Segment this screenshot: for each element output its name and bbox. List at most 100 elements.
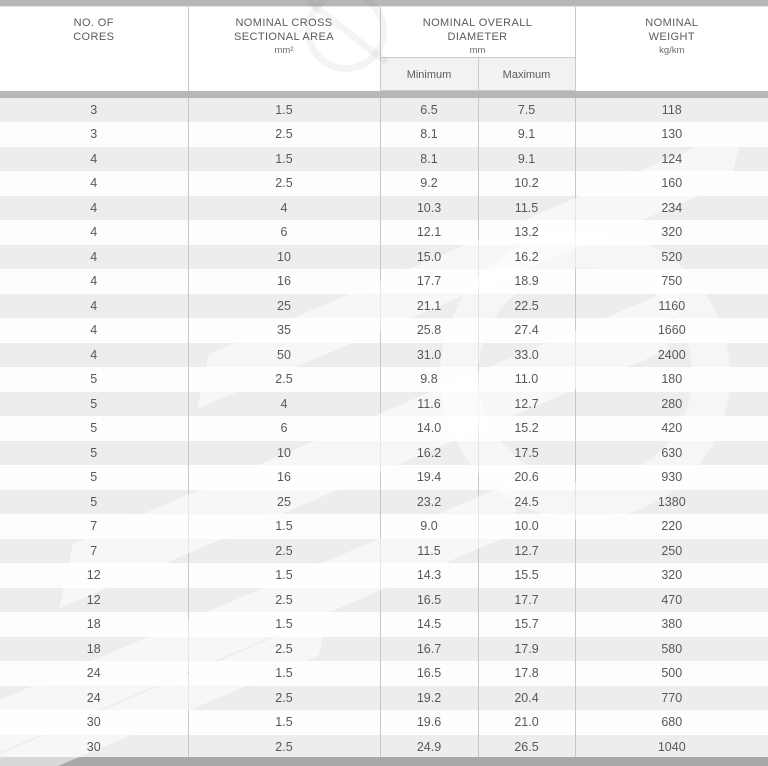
table-row: 5 10 16.2 17.5 630 (0, 440, 768, 465)
cell-weight: 320 (575, 563, 768, 588)
cell-min-diameter: 6.5 (380, 97, 479, 122)
table-body: 3 1.5 6.5 7.5 118 3 2.5 8.1 9.1 130 4 1.5 8.1 9.1 124 4… (0, 97, 768, 759)
cell-area: 2.5 (188, 587, 381, 612)
cell-min-diameter: 9.2 (380, 171, 479, 196)
cell-area: 2.5 (188, 171, 381, 196)
cell-weight: 250 (575, 538, 768, 563)
cell-weight: 1660 (575, 318, 768, 343)
cell-area: 25 (188, 489, 381, 514)
cell-min-diameter: 8.1 (380, 122, 479, 147)
header-row-main: NO. OF CORES NOMINAL CROSS SECTIONAL ARE… (0, 7, 768, 91)
table-row: 4 10 15.0 16.2 520 (0, 244, 768, 269)
cell-weight: 380 (575, 612, 768, 637)
cell-min-diameter: 11.6 (380, 391, 479, 416)
cell-min-diameter: 8.1 (380, 146, 479, 171)
cell-cores: 4 (0, 171, 189, 196)
header-cores-line1: NO. OF (73, 17, 114, 29)
cell-cores: 4 (0, 269, 189, 294)
cell-min-diameter: 9.0 (380, 514, 479, 539)
cell-weight: 118 (575, 97, 768, 122)
cell-min-diameter: 17.7 (380, 269, 479, 294)
cell-area: 2.5 (188, 636, 381, 661)
subheader-maximum-label: Maximum (502, 69, 551, 81)
cell-cores: 18 (0, 612, 189, 637)
cell-weight: 124 (575, 146, 768, 171)
cell-max-diameter: 7.5 (478, 97, 576, 122)
cell-min-diameter: 11.5 (380, 538, 479, 563)
cell-cores: 24 (0, 685, 189, 710)
header-separator-bar (0, 90, 768, 98)
cell-weight: 420 (575, 416, 768, 441)
header-weight-line1: NOMINAL (645, 17, 699, 29)
cell-min-diameter: 16.2 (380, 440, 479, 465)
top-divider-bar (0, 0, 768, 7)
table-row: 7 1.5 9.0 10.0 220 (0, 514, 768, 539)
cell-max-diameter: 21.0 (478, 710, 576, 735)
cell-cores: 4 (0, 220, 189, 245)
table-row: 4 2.5 9.2 10.2 160 (0, 171, 768, 196)
cell-min-diameter: 12.1 (380, 220, 479, 245)
cell-cores: 4 (0, 195, 189, 220)
cell-max-diameter: 24.5 (478, 489, 576, 514)
cell-cores: 12 (0, 587, 189, 612)
cell-min-diameter: 31.0 (380, 342, 479, 367)
cell-area: 1.5 (188, 710, 381, 735)
cell-weight: 500 (575, 661, 768, 686)
cell-cores: 5 (0, 465, 189, 490)
cell-max-diameter: 18.9 (478, 269, 576, 294)
cell-min-diameter: 14.5 (380, 612, 479, 637)
header-area-line1: NOMINAL CROSS (235, 17, 333, 29)
cell-cores: 4 (0, 146, 189, 171)
cell-max-diameter: 27.4 (478, 318, 576, 343)
cell-weight: 130 (575, 122, 768, 147)
cell-max-diameter: 17.7 (478, 587, 576, 612)
cell-min-diameter: 25.8 (380, 318, 479, 343)
cell-area: 6 (188, 220, 381, 245)
table-row: 4 4 10.3 11.5 234 (0, 195, 768, 220)
subheader-minimum: Minimum (379, 57, 479, 91)
cell-area: 1.5 (188, 612, 381, 637)
table-row: 4 35 25.8 27.4 1660 (0, 318, 768, 343)
cell-area: 2.5 (188, 734, 381, 759)
header-weight-unit: kg/km (659, 45, 685, 56)
cell-max-diameter: 20.4 (478, 685, 576, 710)
header-cores-line2: CORES (73, 31, 115, 43)
cell-cores: 5 (0, 391, 189, 416)
table-row: 12 1.5 14.3 15.5 320 (0, 563, 768, 588)
cell-weight: 160 (575, 171, 768, 196)
table-row: 5 16 19.4 20.6 930 (0, 465, 768, 490)
cell-weight: 680 (575, 710, 768, 735)
cell-min-diameter: 9.8 (380, 367, 479, 392)
cell-weight: 1040 (575, 734, 768, 759)
cell-max-diameter: 11.0 (478, 367, 576, 392)
cell-weight: 1380 (575, 489, 768, 514)
cell-min-diameter: 19.2 (380, 685, 479, 710)
table-row: 5 4 11.6 12.7 280 (0, 391, 768, 416)
cell-area: 2.5 (188, 367, 381, 392)
table-header: NO. OF CORES NOMINAL CROSS SECTIONAL ARE… (0, 7, 768, 98)
cell-max-diameter: 20.6 (478, 465, 576, 490)
cell-area: 10 (188, 440, 381, 465)
cell-max-diameter: 22.5 (478, 293, 576, 318)
cell-area: 25 (188, 293, 381, 318)
table-row: 12 2.5 16.5 17.7 470 (0, 587, 768, 612)
cell-weight: 320 (575, 220, 768, 245)
cell-area: 4 (188, 195, 381, 220)
bottom-divider-bar (0, 757, 768, 766)
cell-area: 16 (188, 269, 381, 294)
cell-weight: 580 (575, 636, 768, 661)
table-row: 5 25 23.2 24.5 1380 (0, 489, 768, 514)
header-area-line2: SECTIONAL AREA (234, 31, 334, 43)
header-weight-line2: WEIGHT (648, 31, 695, 43)
table-row: 18 1.5 14.5 15.7 380 (0, 612, 768, 637)
cell-area: 10 (188, 244, 381, 269)
cell-max-diameter: 12.7 (478, 538, 576, 563)
table-row: 7 2.5 11.5 12.7 250 (0, 538, 768, 563)
header-weight: NOMINAL WEIGHT kg/km (575, 7, 768, 91)
cell-area: 1.5 (188, 563, 381, 588)
cable-spec-table: NO. OF CORES NOMINAL CROSS SECTIONAL ARE… (0, 7, 768, 759)
cell-max-diameter: 9.1 (478, 122, 576, 147)
header-diameter-group: NOMINAL OVERALL DIAMETER mm (380, 7, 576, 58)
cell-max-diameter: 17.9 (478, 636, 576, 661)
